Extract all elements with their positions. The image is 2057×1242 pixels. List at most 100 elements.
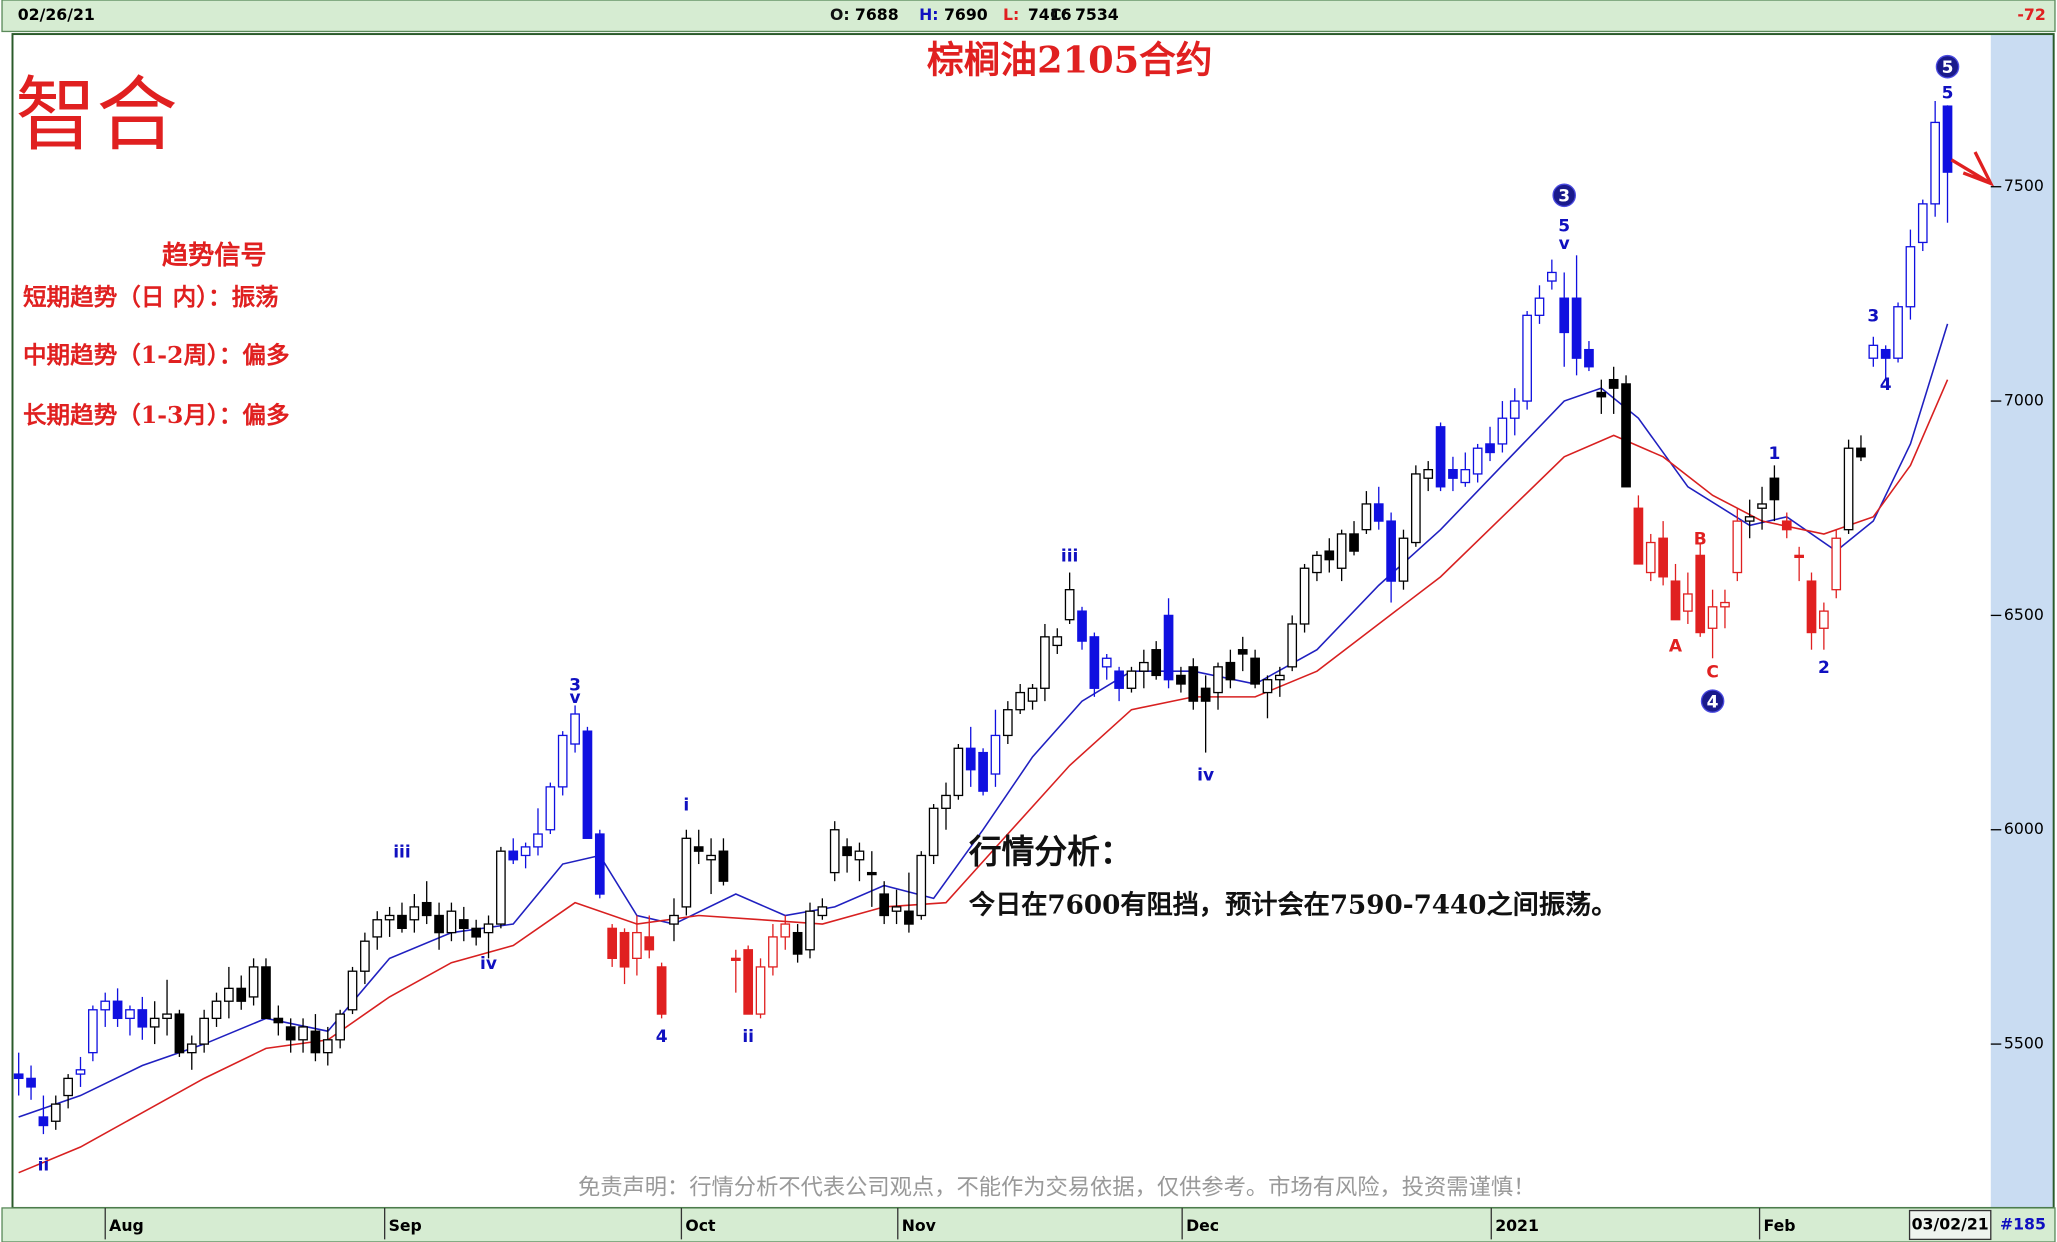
candle-body xyxy=(1608,378,1619,389)
candle-body xyxy=(1571,297,1582,359)
wave-label: 3 xyxy=(1867,307,1879,327)
moving-average xyxy=(18,323,1949,1118)
candle-body xyxy=(162,1013,172,1020)
wave-label: 4 xyxy=(1707,692,1719,712)
candle-body xyxy=(1732,520,1743,574)
y-tick-label: 6000 xyxy=(2004,819,2044,838)
candle-body xyxy=(792,931,803,955)
candle-body xyxy=(1460,468,1471,484)
candle-body xyxy=(1064,589,1075,621)
x-tick-label: Dec xyxy=(1186,1216,1219,1235)
candle-body xyxy=(273,1017,284,1024)
candle-body xyxy=(1027,687,1038,702)
candle-body xyxy=(1312,554,1322,574)
wave-label: 4 xyxy=(656,1027,668,1047)
candle-body xyxy=(1163,614,1174,681)
candle-body xyxy=(1942,105,1953,173)
candle-body xyxy=(755,966,766,1015)
candle-body xyxy=(533,833,543,848)
candle-body xyxy=(1052,636,1063,647)
candle-body xyxy=(1509,400,1520,419)
candle-body xyxy=(236,987,247,1002)
candle-body xyxy=(879,893,890,917)
candle-body xyxy=(1534,297,1545,316)
candle-body xyxy=(137,1009,148,1028)
candle-body xyxy=(1621,383,1631,488)
wave-label: iv xyxy=(480,954,497,974)
candle-body xyxy=(990,734,1001,775)
ohlc-value: 7690 xyxy=(944,5,988,24)
candle-body xyxy=(557,734,568,788)
candle-body xyxy=(1410,473,1421,544)
candle-body xyxy=(1077,610,1087,642)
time-axis-bar xyxy=(1,1207,2056,1242)
candle-body xyxy=(1596,391,1607,398)
candle-body xyxy=(656,966,667,1015)
candle-body xyxy=(1274,674,1285,681)
candle-body xyxy=(1831,537,1842,591)
candle-body xyxy=(1225,661,1236,681)
footer-date: 03/02/21 xyxy=(1912,1214,1989,1233)
candle-body xyxy=(1547,271,1557,282)
candle-body xyxy=(904,910,914,925)
y-tick-label: 5500 xyxy=(2004,1034,2044,1053)
candle-body xyxy=(1559,297,1570,334)
candle-body xyxy=(1237,649,1248,655)
ohlc-label: C: xyxy=(1050,5,1068,24)
chart-title: 棕榈油2105合约 xyxy=(927,38,1212,81)
analysis-title: 行情分析： xyxy=(969,832,1133,871)
candle-body xyxy=(866,871,877,876)
candle-body xyxy=(149,1017,160,1028)
candle-body xyxy=(26,1077,36,1088)
candle-body xyxy=(310,1030,321,1054)
candle-body xyxy=(632,931,642,960)
candle-body xyxy=(1868,344,1879,359)
wave-label: iv xyxy=(1197,765,1214,785)
candle-body xyxy=(1720,601,1730,608)
candle-body xyxy=(1398,537,1409,582)
candle-body xyxy=(1806,580,1817,634)
candle-body xyxy=(1794,554,1804,559)
candle-body xyxy=(63,1077,73,1097)
candle-body xyxy=(1324,550,1335,561)
candle-body xyxy=(1584,348,1594,368)
candle-body xyxy=(397,914,407,929)
candle-body xyxy=(1683,593,1693,612)
candle-body xyxy=(1695,554,1706,634)
candle-body xyxy=(88,1009,98,1054)
candle-body xyxy=(1126,670,1137,689)
header-change: -72 xyxy=(2017,5,2045,24)
wave-circle xyxy=(1935,54,1960,79)
candle-body xyxy=(594,833,605,895)
candle-body xyxy=(421,901,432,917)
candle-body xyxy=(1040,636,1050,689)
x-tick-label: Feb xyxy=(1764,1216,1796,1235)
candle-body xyxy=(1373,503,1384,522)
candle-body xyxy=(1781,520,1792,531)
candle-body xyxy=(693,846,704,852)
candle-body xyxy=(817,906,828,917)
signals-title: 趋势信号 xyxy=(162,240,267,271)
candle-body xyxy=(854,850,865,861)
candle-body xyxy=(1435,426,1446,488)
candle-body xyxy=(1089,636,1100,689)
candle-body xyxy=(13,1073,24,1080)
candle-body xyxy=(891,906,902,912)
candle-body xyxy=(1917,203,1928,244)
candle-body xyxy=(681,837,692,908)
candle-body xyxy=(1522,314,1532,402)
y-tick-label: 6500 xyxy=(2004,605,2044,624)
candle-body xyxy=(224,987,234,1002)
wave-label: v xyxy=(1559,234,1570,254)
candle-body xyxy=(285,1026,296,1041)
candle-body xyxy=(718,850,729,882)
candle-body xyxy=(1658,537,1668,578)
candle-body xyxy=(409,906,420,921)
price-axis-strip xyxy=(1990,34,2054,1208)
candle-body xyxy=(780,923,791,938)
candle-body xyxy=(1757,503,1767,509)
ohlc-label: H: xyxy=(919,5,938,24)
ohlc-label: O: xyxy=(830,5,850,24)
candle-body xyxy=(1361,503,1372,531)
wave-label: v xyxy=(570,688,581,708)
